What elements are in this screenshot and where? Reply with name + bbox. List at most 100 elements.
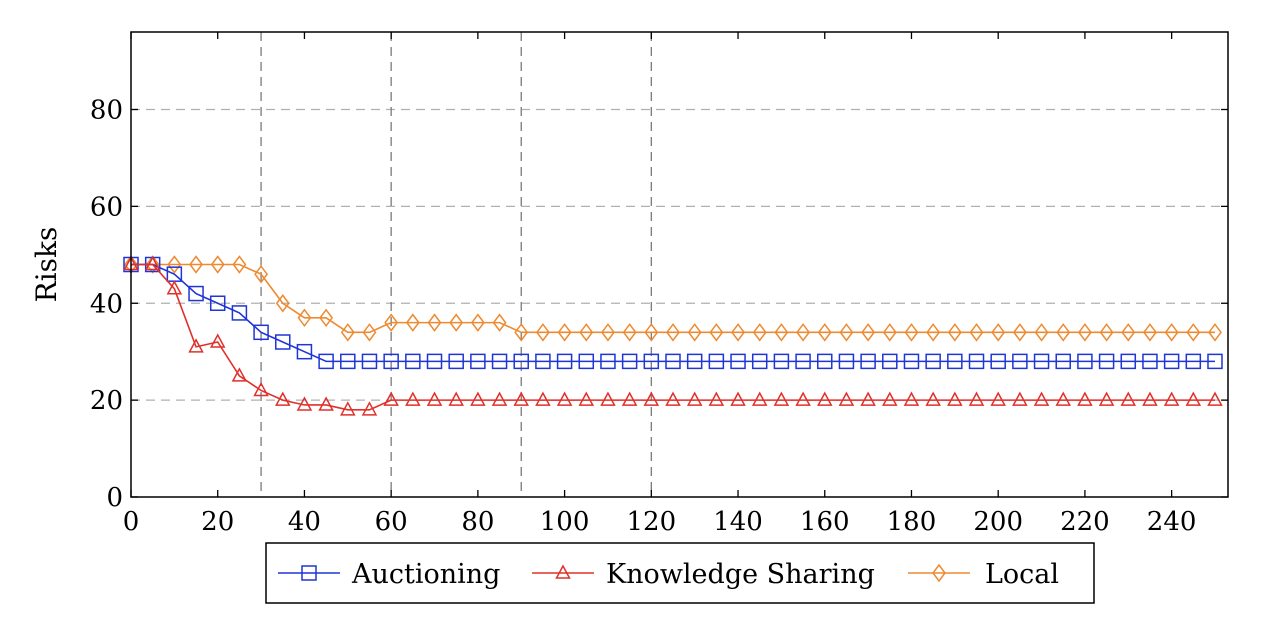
data-point <box>1077 353 1093 370</box>
data-point <box>362 323 377 342</box>
data-point <box>861 323 876 342</box>
data-point <box>513 353 529 370</box>
data-point <box>1077 323 1092 342</box>
data-point <box>188 338 204 353</box>
data-point <box>535 391 551 406</box>
data-point <box>579 323 594 342</box>
data-point <box>1142 353 1158 370</box>
data-point <box>318 396 334 411</box>
data-point <box>275 294 290 313</box>
data-point <box>687 323 702 342</box>
x-tick-label: 220 <box>1060 507 1110 537</box>
data-point <box>209 295 226 311</box>
data-point <box>621 353 638 370</box>
data-point <box>926 323 941 342</box>
data-point <box>188 285 204 302</box>
data-point <box>730 353 746 370</box>
x-tick-label: 60 <box>375 507 408 537</box>
data-point <box>903 353 920 370</box>
data-point <box>1056 323 1071 342</box>
data-point <box>491 391 508 406</box>
data-point <box>209 333 226 348</box>
data-point <box>903 391 920 406</box>
series-local <box>124 255 1222 342</box>
data-point <box>426 391 443 406</box>
data-point <box>275 334 291 350</box>
data-point <box>708 353 725 370</box>
data-point <box>925 391 941 406</box>
data-point <box>969 323 984 342</box>
data-point <box>1121 323 1136 342</box>
data-point <box>448 353 464 370</box>
data-point <box>1163 353 1180 370</box>
data-point <box>1185 391 1202 406</box>
series-knowledge-sharing <box>123 255 1223 416</box>
data-point <box>1012 353 1028 370</box>
x-tick-label: 160 <box>800 507 850 537</box>
data-point <box>904 323 919 342</box>
data-point <box>426 353 443 370</box>
data-point <box>947 353 963 370</box>
data-point <box>882 353 898 370</box>
data-point <box>231 305 248 321</box>
data-point <box>319 308 334 328</box>
x-tick-label: 240 <box>1147 507 1197 537</box>
data-point <box>882 323 897 342</box>
x-tick-label: 20 <box>201 507 234 537</box>
data-point <box>600 353 616 370</box>
data-point <box>1034 323 1049 342</box>
data-point <box>1033 353 1050 370</box>
data-point <box>751 391 768 406</box>
data-point <box>621 391 638 406</box>
series-line <box>131 263 1215 411</box>
x-tick-label: 140 <box>713 507 763 537</box>
data-point <box>731 323 745 342</box>
data-point <box>947 323 962 342</box>
legend: Auctioning Knowledge Sharing Local <box>265 542 1095 604</box>
series-auctioning <box>123 256 1223 370</box>
data-point <box>253 381 269 397</box>
data-point <box>405 353 421 370</box>
y-tick-label: 0 <box>106 483 123 513</box>
data-point <box>361 401 378 416</box>
data-point <box>925 353 941 370</box>
data-point <box>383 353 399 370</box>
data-point <box>1012 323 1027 342</box>
data-point <box>1012 391 1028 406</box>
data-point <box>1207 353 1223 370</box>
data-point <box>773 391 790 406</box>
data-point <box>817 353 833 370</box>
data-point <box>557 323 572 342</box>
data-point <box>167 255 182 274</box>
data-point <box>1164 323 1179 342</box>
data-point <box>1163 391 1180 406</box>
y-axis-label: Risks <box>30 227 63 303</box>
legend-entry-auctioning: Auctioning <box>278 559 500 590</box>
series-line <box>131 263 1215 363</box>
data-point <box>1055 391 1071 406</box>
data-point <box>686 353 703 370</box>
data-point <box>535 353 551 370</box>
y-tick-label: 20 <box>90 386 123 416</box>
legend-marker <box>932 563 946 583</box>
data-point <box>318 353 334 370</box>
data-point <box>838 391 855 406</box>
grid-lines <box>131 32 1228 497</box>
data-point <box>340 401 356 416</box>
data-point <box>665 353 681 370</box>
data-point <box>947 391 963 406</box>
data-point <box>1142 391 1158 406</box>
data-point <box>491 353 508 370</box>
data-point <box>817 323 832 342</box>
data-point <box>232 255 247 274</box>
x-tick-label: 40 <box>288 507 321 537</box>
legend-marker <box>555 564 571 579</box>
data-point <box>774 323 789 342</box>
data-point <box>990 391 1006 406</box>
data-point <box>1143 323 1157 342</box>
data-point <box>470 313 485 332</box>
data-point <box>838 353 855 370</box>
data-point <box>492 313 507 332</box>
data-point <box>1077 391 1093 406</box>
